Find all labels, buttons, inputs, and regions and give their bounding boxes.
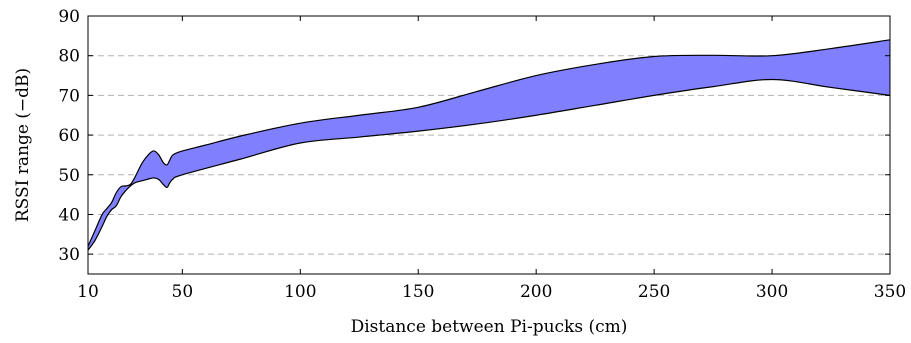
x-axis-label: Distance between Pi-pucks (cm) [351,317,628,337]
x-tick-label: 300 [756,282,788,302]
x-tick-label: 10 [77,282,99,302]
y-tick-label: 40 [58,205,80,225]
x-tick-label: 350 [874,282,906,302]
rssi-range-band [88,39,890,251]
y-tick-label: 70 [58,86,80,106]
x-tick-label: 250 [638,282,670,302]
x-tick-label: 150 [402,282,434,302]
y-tick-label: 50 [58,166,80,186]
y-tick-label: 60 [58,126,80,146]
y-ticks: 30 40 50 60 70 80 90 [58,7,890,265]
y-tick-label: 90 [58,7,80,27]
x-tick-label: 200 [520,282,552,302]
plot-frame [87,15,891,275]
x-ticks: 10 50 100 150 200 250 300 350 [77,16,906,302]
rssi-lower-boundary [87,78,891,251]
rssi-upper-boundary [87,39,891,247]
y-tick-label: 80 [58,47,80,67]
x-tick-label: 50 [172,282,194,302]
x-tick-label: 100 [284,282,316,302]
y-tick-label: 30 [58,245,80,265]
y-axis-label: RSSI range (−dB) [13,68,33,222]
